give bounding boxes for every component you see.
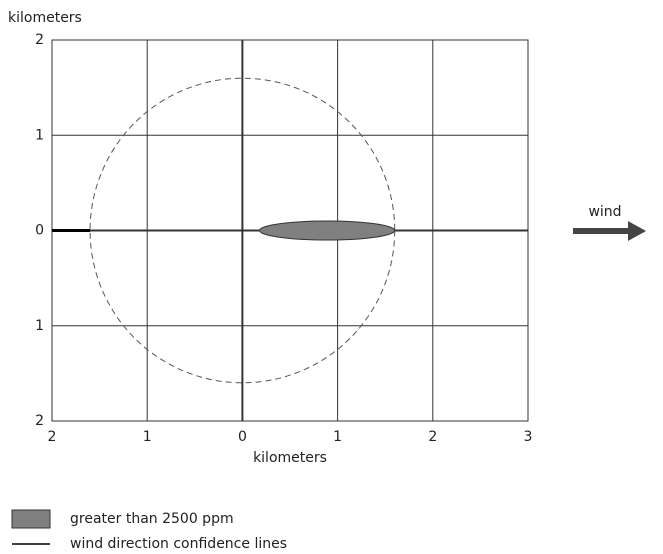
wind-label: wind [588,204,621,220]
wind-arrow [573,221,646,241]
y-tick-label: 1 [35,127,44,143]
x-axis-label: kilometers [253,450,327,466]
y-tick-label: 0 [35,223,44,239]
y-axis-label: kilometers [8,10,82,26]
x-tick-label: 2 [428,429,437,445]
x-tick-label: 1 [333,429,342,445]
legend-label: wind direction confidence lines [70,536,287,552]
x-tick-label: 3 [524,429,533,445]
y-tick-label: 2 [35,32,44,48]
legend-label: greater than 2500 ppm [70,511,234,527]
y-tick-label: 1 [35,318,44,334]
x-tick-label: 0 [238,429,247,445]
legend-swatch [11,509,51,529]
x-tick-label: 1 [143,429,152,445]
y-tick-label: 2 [35,413,44,429]
x-tick-label: 2 [48,429,57,445]
threat-zone [259,220,396,241]
